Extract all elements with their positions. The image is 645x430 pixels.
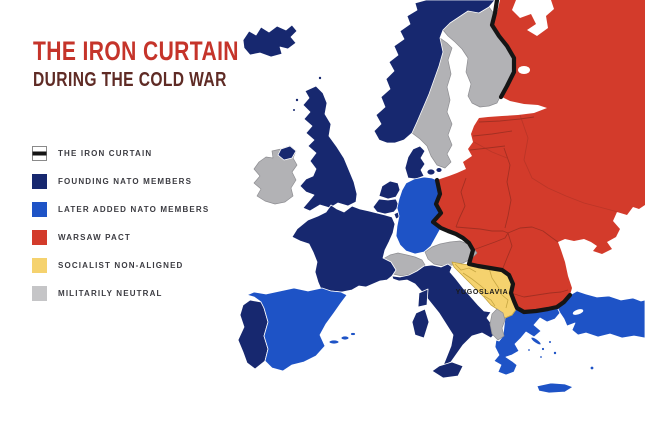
legend-label: THE IRON CURTAIN	[58, 149, 153, 158]
balearic-island	[350, 332, 356, 336]
danish-island	[426, 168, 436, 176]
region-sicily	[431, 361, 464, 379]
iron-curtain-line	[430, 0, 573, 315]
hebrides-island	[292, 108, 296, 112]
iron-curtain-central-segment	[430, 177, 573, 315]
region-ireland	[253, 145, 298, 205]
founding-nato-swatch-icon	[32, 174, 47, 189]
white-sea	[512, 0, 554, 36]
region-warsaw-pact-bloc	[433, 0, 645, 312]
region-portugal	[237, 299, 269, 370]
region-united-kingdom	[299, 85, 358, 212]
region-norway	[373, 0, 496, 144]
legend-item-militarily-neutral: MILITARILY NEUTRAL	[32, 286, 209, 301]
region-crete	[536, 382, 574, 394]
yugoslavia-internal-borders	[454, 263, 509, 309]
region-northern-ireland	[277, 145, 297, 161]
balearic-island	[328, 339, 340, 345]
warsaw-pact-swatch-icon	[32, 230, 47, 245]
aegean-island	[548, 340, 552, 344]
aegean-island	[539, 355, 543, 359]
region-west-germany	[395, 176, 442, 255]
legend-label: LATER ADDED NATO MEMBERS	[58, 205, 210, 214]
region-spain	[246, 287, 348, 372]
legend-label: WARSAW PACT	[58, 233, 131, 242]
legend-item-warsaw-pact: WARSAW PACT	[32, 230, 209, 245]
region-iceland	[242, 24, 298, 58]
balearic-island	[340, 335, 350, 341]
aegean-island-euboea	[530, 336, 542, 346]
region-netherlands	[378, 180, 401, 200]
socialist-swatch-icon	[32, 258, 47, 273]
legend-item-founding-nato: FOUNDING NATO MEMBERS	[32, 174, 209, 189]
region-sardinia	[411, 308, 430, 339]
page-subtitle: DURING THE COLD WAR	[33, 69, 227, 91]
founding-nato-regions	[237, 0, 498, 379]
aegean-island-rhodes	[589, 365, 595, 371]
neutral-swatch-icon	[32, 286, 47, 301]
aegean-island	[527, 348, 531, 352]
yugoslavia-label: YUGOSLAVIA	[456, 289, 509, 296]
legend: THE IRON CURTAIN FOUNDING NATO MEMBERS L…	[32, 146, 209, 314]
region-denmark	[404, 145, 426, 180]
later-nato-regions	[246, 176, 645, 394]
region-belgium	[372, 198, 400, 215]
warsaw-internal-borders	[455, 114, 619, 298]
later-nato-swatch-icon	[32, 202, 47, 217]
aegean-island	[553, 350, 558, 355]
legend-item-iron-curtain: THE IRON CURTAIN	[32, 146, 209, 161]
danish-island	[435, 167, 443, 173]
iron-curtain-north-segment	[489, 0, 517, 100]
lake-ladoga	[518, 66, 530, 74]
hebrides-island	[294, 98, 299, 103]
legend-label: MILITARILY NEUTRAL	[58, 289, 163, 298]
page-title: THE IRON CURTAIN	[33, 36, 239, 66]
title-block: THE IRON CURTAIN DURING THE COLD WAR	[33, 36, 297, 91]
region-france	[291, 204, 397, 293]
legend-label: SOCIALIST NON-ALIGNED	[58, 261, 184, 270]
legend-item-socialist-non-aligned: SOCIALIST NON-ALIGNED	[32, 258, 209, 273]
sea-of-marmara	[572, 309, 584, 315]
region-corsica	[417, 288, 429, 308]
region-albania	[489, 308, 506, 341]
region-turkey	[556, 290, 645, 339]
region-austria	[424, 240, 478, 267]
orkney-island	[317, 76, 322, 81]
iron-curtain-swatch-icon	[32, 146, 47, 161]
legend-item-later-nato: LATER ADDED NATO MEMBERS	[32, 202, 209, 217]
legend-label: FOUNDING NATO MEMBERS	[58, 177, 193, 186]
aegean-island	[541, 347, 545, 351]
